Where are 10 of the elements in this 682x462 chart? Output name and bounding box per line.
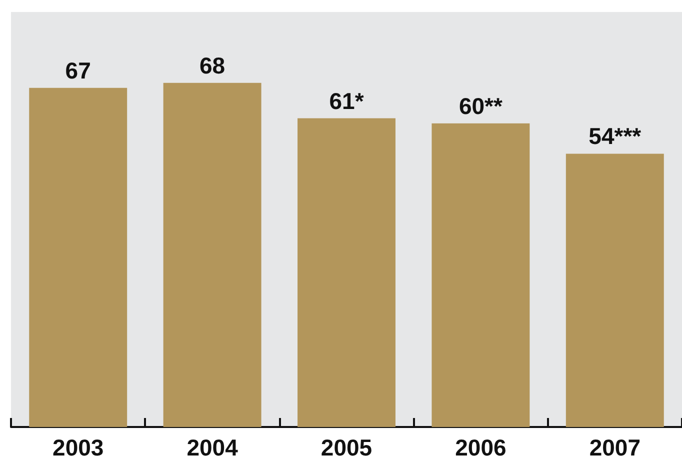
data-label: 54*** bbox=[588, 123, 642, 150]
data-label: 60** bbox=[458, 92, 502, 119]
x-tick-label: 2006 bbox=[455, 434, 506, 460]
x-tick-label: 2007 bbox=[589, 434, 640, 460]
x-tick-label: 2005 bbox=[320, 434, 372, 460]
data-label: 68 bbox=[200, 52, 226, 78]
x-tick-label: 2004 bbox=[186, 434, 238, 460]
data-label: 61* bbox=[329, 88, 364, 114]
x-tick-label: 2003 bbox=[52, 434, 104, 460]
data-label: 67 bbox=[65, 57, 91, 84]
